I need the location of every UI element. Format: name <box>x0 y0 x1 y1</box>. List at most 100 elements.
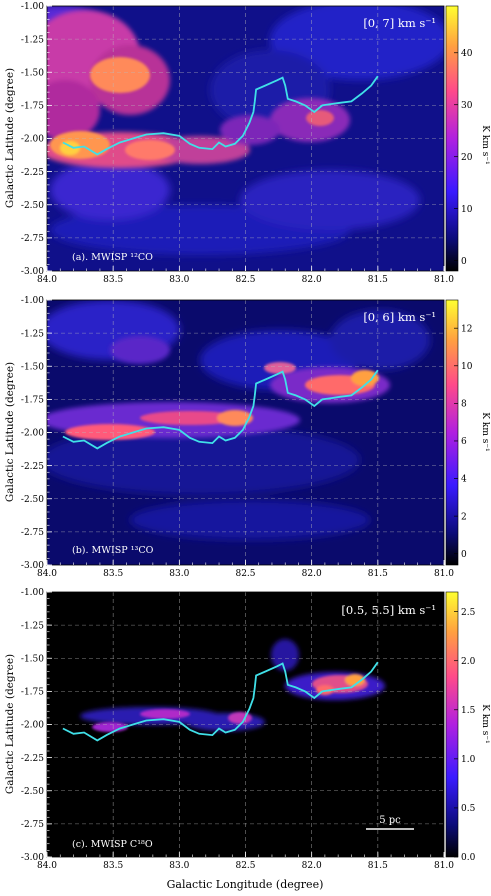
panel-b-grid <box>47 300 444 565</box>
panel-b-colorbar: 0 2 4 6 8 10 12 K km s⁻¹ <box>445 299 490 566</box>
panel-c-ticks: 84.0 83.5 83.0 82.5 82.0 81.5 81.0 -1.00 -1.25 -1… <box>21 588 454 871</box>
panel-c-y-tick-label: -2.25 <box>21 754 44 764</box>
panel-a-y-tick-label: -1.75 <box>21 102 44 112</box>
panel-a-colorbar-tick-label: 30 <box>461 101 473 111</box>
panel-c-y-tick-label: -3.00 <box>21 853 44 863</box>
panel-b-colorbar-tick-label: 0 <box>461 550 467 560</box>
panel-a-x-tick-label: 82.0 <box>302 275 322 285</box>
panel-b: 84.0 83.5 83.0 82.5 82.0 81.5 81.0 -1.00 -1.25 -1… <box>4 296 490 579</box>
panel-b-y-tick-label: -1.25 <box>21 329 44 339</box>
panel-c-colorbar-tick-label: 2.0 <box>461 657 476 667</box>
panel-a-y-tick-label: -1.25 <box>21 35 44 45</box>
panel-b-label: (b). MWISP ¹³CO <box>72 545 154 556</box>
panel-b-colorbar-tick-label: 10 <box>461 362 473 372</box>
panel-b-x-tick-label: 82.5 <box>235 569 255 579</box>
panel-c-colorbar-tick-label: 0.0 <box>461 853 476 863</box>
panel-c-y-tick-label: -1.75 <box>21 688 44 698</box>
panel-b-y-tick-label: -1.75 <box>21 396 44 406</box>
panel-b-x-tick-label: 81.0 <box>434 569 454 579</box>
panel-c-colorbar: 0.0 0.5 1.0 1.5 2.0 2.5 K km s⁻¹ <box>445 591 490 863</box>
panel-c-x-tick-label: 83.5 <box>103 861 123 871</box>
panel-a-y-tick-label: -1.50 <box>21 68 44 78</box>
panel-b-y-tick-label: -2.00 <box>21 429 44 439</box>
panel-a-ticks: 84.0 83.5 83.0 82.5 82.0 81.5 81.0 -1.00 -1.25 -1… <box>21 2 454 285</box>
panel-b-colorbar-label: K km s⁻¹ <box>480 412 490 451</box>
panel-b-velocity-label: [0, 6] km s⁻¹ <box>363 310 436 324</box>
panel-c-y-tick-label: -2.50 <box>21 787 44 797</box>
panel-a-colorbar: 0 10 20 30 40 K km s⁻¹ <box>445 5 490 272</box>
panel-c-x-tick-label: 81.0 <box>434 861 454 871</box>
panel-a-y-tick-label: -1.00 <box>21 2 44 12</box>
panel-b-y-tick-label: -3.00 <box>21 561 44 571</box>
panel-a-colorbar-bar <box>445 5 459 272</box>
panel-c-y-tick-label: -1.00 <box>21 588 44 598</box>
panel-a-x-tick-label: 81.5 <box>368 275 388 285</box>
panel-a-x-tick-label: 82.5 <box>235 275 255 285</box>
panel-a-grid <box>47 6 444 271</box>
panel-c-velocity-label: [0.5, 5.5] km s⁻¹ <box>341 603 436 617</box>
panel-b-colorbar-bar <box>445 299 459 566</box>
panel-a-y-tick-label: -2.00 <box>21 135 44 145</box>
panel-b-x-tick-label: 84.0 <box>37 569 57 579</box>
panel-c-grid <box>47 592 444 857</box>
panel-a-heatmap <box>47 6 444 271</box>
panel-a-colorbar-tick-label: 10 <box>461 205 473 215</box>
panel-c-y-tick-label: -1.50 <box>21 654 44 664</box>
panel-a-y-tick-label: -2.75 <box>21 234 44 244</box>
panel-c-x-tick-label: 83.0 <box>169 861 189 871</box>
panel-a: 84.0 83.5 83.0 82.5 82.0 81.5 81.0 -1.00 -1.25 -1… <box>4 2 490 285</box>
panel-b-y-tick-label: -1.50 <box>21 362 44 372</box>
panel-c-label: (c). MWISP C¹⁸O <box>72 839 153 850</box>
panel-b-colorbar-tick-label: 6 <box>461 437 467 447</box>
panel-c-ylabel: Galactic Latitude (degree) <box>4 654 16 794</box>
panel-a-colorbar-tick-label: 0 <box>461 257 467 267</box>
panel-b-ylabel: Galactic Latitude (degree) <box>4 362 16 502</box>
panel-b-x-tick-label: 81.5 <box>368 569 388 579</box>
panel-c-y-tick-label: -2.00 <box>21 721 44 731</box>
panel-b-filament-spine <box>62 369 379 450</box>
panel-c-colorbar-tick-label: 2.5 <box>461 608 476 618</box>
panel-a-x-tick-label: 83.5 <box>103 275 123 285</box>
panel-c: 84.0 83.5 83.0 82.5 82.0 81.5 81.0 -1.00 -1.25 -1… <box>4 588 490 871</box>
panel-c-y-tick-label: -1.25 <box>21 621 44 631</box>
panel-a-colorbar-tick-label: 20 <box>461 153 473 163</box>
panel-c-x-tick-label: 82.5 <box>235 861 255 871</box>
panel-a-colorbar-tick-label: 40 <box>461 49 473 59</box>
panel-b-colorbar-tick-label: 4 <box>461 475 467 485</box>
panel-c-y-tick-label: -2.75 <box>21 820 44 830</box>
panel-b-y-tick-label: -2.25 <box>21 462 44 472</box>
panel-c-colorbar-label: K km s⁻¹ <box>480 704 490 743</box>
panel-a-x-tick-label: 83.0 <box>169 275 189 285</box>
x-axis-label: Galactic Longitude (degree) <box>167 878 324 891</box>
panel-b-y-tick-label: -2.50 <box>21 495 44 505</box>
panel-b-ticks: 84.0 83.5 83.0 82.5 82.0 81.5 81.0 -1.00 -1.25 -1… <box>21 296 454 579</box>
scale-bar-label: 5 pc <box>379 815 401 826</box>
panel-c-x-tick-label: 84.0 <box>37 861 57 871</box>
panel-a-y-tick-label: -2.25 <box>21 168 44 178</box>
panel-c-x-tick-label: 81.5 <box>368 861 388 871</box>
panel-c-colorbar-bar <box>445 591 459 858</box>
panel-a-y-tick-label: -2.50 <box>21 201 44 211</box>
panel-b-colorbar-tick-label: 12 <box>461 324 472 334</box>
panel-c-colorbar-tick-label: 0.5 <box>461 804 476 814</box>
panel-b-y-tick-label: -2.75 <box>21 528 44 538</box>
panel-a-colorbar-label: K km s⁻¹ <box>480 125 490 164</box>
panel-a-label: (a). MWISP ¹²CO <box>72 252 153 263</box>
panel-c-colorbar-tick-label: 1.0 <box>461 755 476 765</box>
panel-a-ylabel: Galactic Latitude (degree) <box>4 68 16 208</box>
panel-a-x-tick-label: 84.0 <box>37 275 57 285</box>
panel-a-filament-spine <box>62 75 379 156</box>
scale-bar: 5 pc <box>366 815 414 830</box>
panel-b-colorbar-tick-label: 2 <box>461 512 467 522</box>
panel-c-colorbar-tick-label: 1.5 <box>461 706 476 716</box>
panel-b-x-tick-label: 82.0 <box>302 569 322 579</box>
panel-b-x-tick-label: 83.5 <box>103 569 123 579</box>
panel-b-colorbar-tick-label: 8 <box>461 400 467 410</box>
panel-a-velocity-label: [0, 7] km s⁻¹ <box>363 16 436 30</box>
panel-b-x-tick-label: 83.0 <box>169 569 189 579</box>
panel-c-filament-spine <box>62 661 379 742</box>
panel-b-y-tick-label: -1.00 <box>21 296 44 306</box>
panel-a-y-tick-label: -3.00 <box>21 267 44 277</box>
panel-a-x-tick-label: 81.0 <box>434 275 454 285</box>
